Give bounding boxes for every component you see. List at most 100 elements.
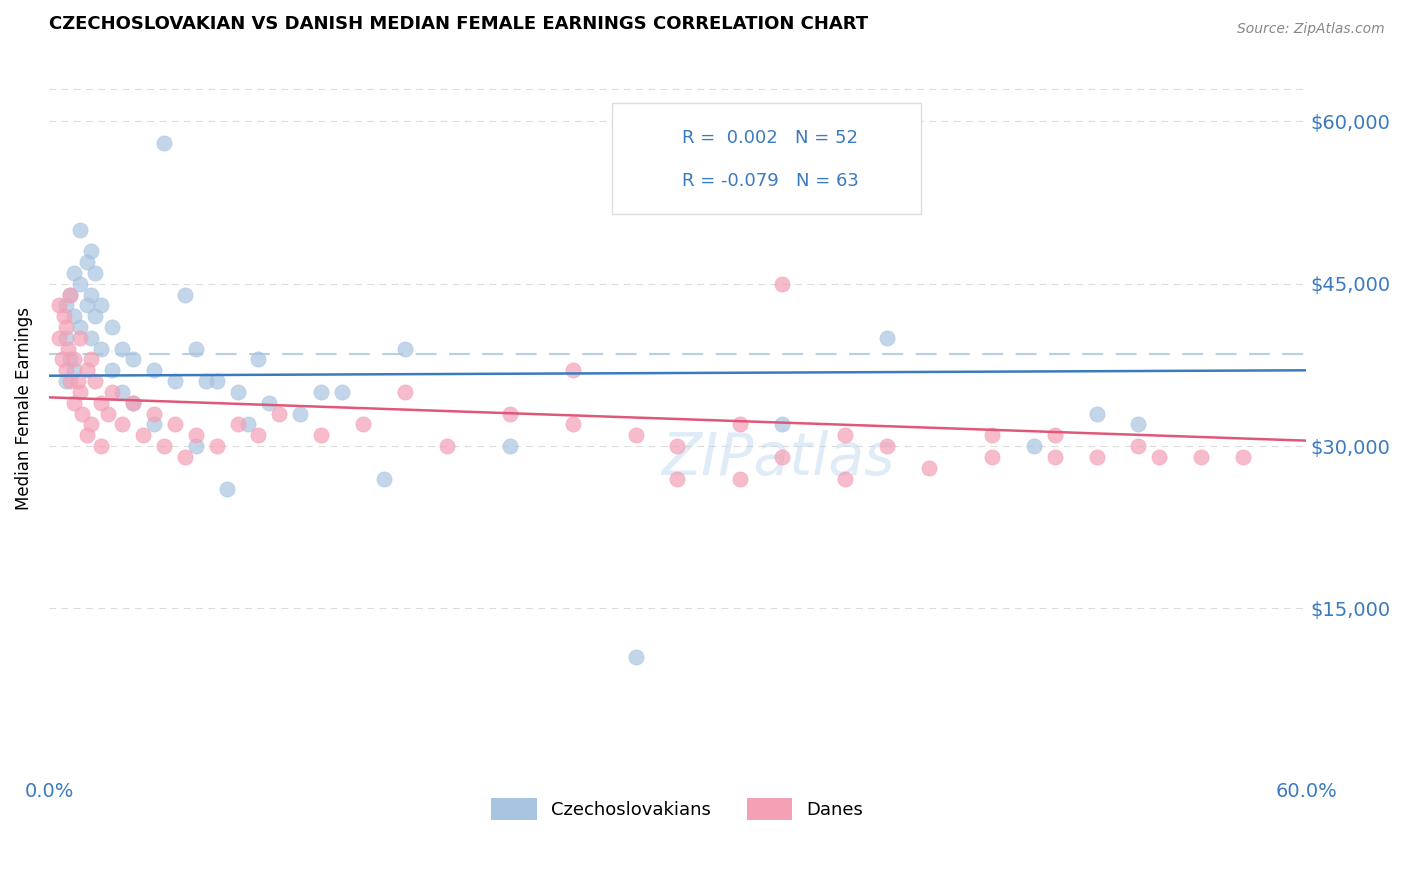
Point	[76, 298, 98, 312]
Legend: Czechoslovakians, Danes: Czechoslovakians, Danes	[484, 790, 870, 827]
Text: Source: ZipAtlas.com: Source: ZipAtlas.com	[1237, 22, 1385, 37]
Point	[1022, 439, 1045, 453]
Point	[97, 407, 120, 421]
Point	[69, 320, 91, 334]
Point	[876, 331, 898, 345]
Point	[111, 417, 134, 432]
Point	[373, 471, 395, 485]
Point	[90, 298, 112, 312]
Point	[84, 374, 107, 388]
Point	[142, 407, 165, 421]
Point	[101, 384, 124, 399]
Point	[111, 384, 134, 399]
Point	[121, 396, 143, 410]
Point	[499, 407, 522, 421]
Point	[56, 342, 79, 356]
Point	[311, 384, 333, 399]
Point	[69, 277, 91, 291]
Point	[184, 439, 207, 453]
Point	[121, 396, 143, 410]
Point	[59, 352, 82, 367]
Point	[436, 439, 458, 453]
Point	[48, 331, 70, 345]
Point	[205, 439, 228, 453]
Point	[918, 460, 941, 475]
Point	[80, 244, 103, 259]
Point	[84, 266, 107, 280]
Point	[666, 439, 689, 453]
Point	[55, 298, 77, 312]
Point	[980, 428, 1002, 442]
Point	[69, 331, 91, 345]
Point	[876, 439, 898, 453]
Point	[730, 417, 752, 432]
Point	[834, 428, 856, 442]
Point	[184, 342, 207, 356]
Point	[101, 320, 124, 334]
Point	[59, 287, 82, 301]
Point	[69, 384, 91, 399]
Point	[226, 384, 249, 399]
Point	[59, 287, 82, 301]
Point	[63, 363, 86, 377]
Point	[90, 342, 112, 356]
Point	[269, 407, 291, 421]
Point	[101, 363, 124, 377]
Point	[174, 450, 197, 464]
Point	[55, 331, 77, 345]
Point	[561, 417, 583, 432]
Point	[561, 363, 583, 377]
Point	[55, 320, 77, 334]
Point	[1085, 407, 1108, 421]
Point	[666, 471, 689, 485]
Point	[121, 352, 143, 367]
Point	[770, 417, 793, 432]
Point	[48, 298, 70, 312]
Point	[163, 417, 186, 432]
Point	[499, 439, 522, 453]
Point	[76, 428, 98, 442]
Point	[52, 309, 75, 323]
Point	[352, 417, 374, 432]
Point	[153, 439, 176, 453]
Text: CZECHOSLOVAKIAN VS DANISH MEDIAN FEMALE EARNINGS CORRELATION CHART: CZECHOSLOVAKIAN VS DANISH MEDIAN FEMALE …	[49, 15, 868, 33]
Point	[63, 309, 86, 323]
Point	[111, 342, 134, 356]
Point	[330, 384, 353, 399]
Point	[980, 450, 1002, 464]
Point	[80, 417, 103, 432]
Point	[394, 342, 416, 356]
Point	[247, 352, 270, 367]
Point	[215, 483, 238, 497]
Point	[624, 650, 647, 665]
Point	[236, 417, 259, 432]
Point	[55, 374, 77, 388]
Point	[1189, 450, 1212, 464]
Point	[1232, 450, 1254, 464]
Point	[1149, 450, 1171, 464]
Point	[311, 428, 333, 442]
Text: R =  0.002   N = 52: R = 0.002 N = 52	[682, 128, 858, 147]
Text: ZIPatlas: ZIPatlas	[661, 431, 894, 487]
Point	[834, 471, 856, 485]
Point	[1128, 417, 1150, 432]
Point	[730, 471, 752, 485]
Point	[174, 287, 197, 301]
Point	[163, 374, 186, 388]
Point	[1043, 450, 1066, 464]
Point	[394, 384, 416, 399]
Point	[67, 374, 90, 388]
Point	[153, 136, 176, 150]
Point	[184, 428, 207, 442]
Text: R = -0.079   N = 63: R = -0.079 N = 63	[682, 172, 859, 190]
Point	[195, 374, 218, 388]
Y-axis label: Median Female Earnings: Median Female Earnings	[15, 307, 32, 509]
Point	[76, 255, 98, 269]
Point	[84, 309, 107, 323]
Point	[770, 277, 793, 291]
Point	[90, 439, 112, 453]
Point	[80, 331, 103, 345]
Point	[63, 266, 86, 280]
Point	[290, 407, 312, 421]
Point	[59, 374, 82, 388]
